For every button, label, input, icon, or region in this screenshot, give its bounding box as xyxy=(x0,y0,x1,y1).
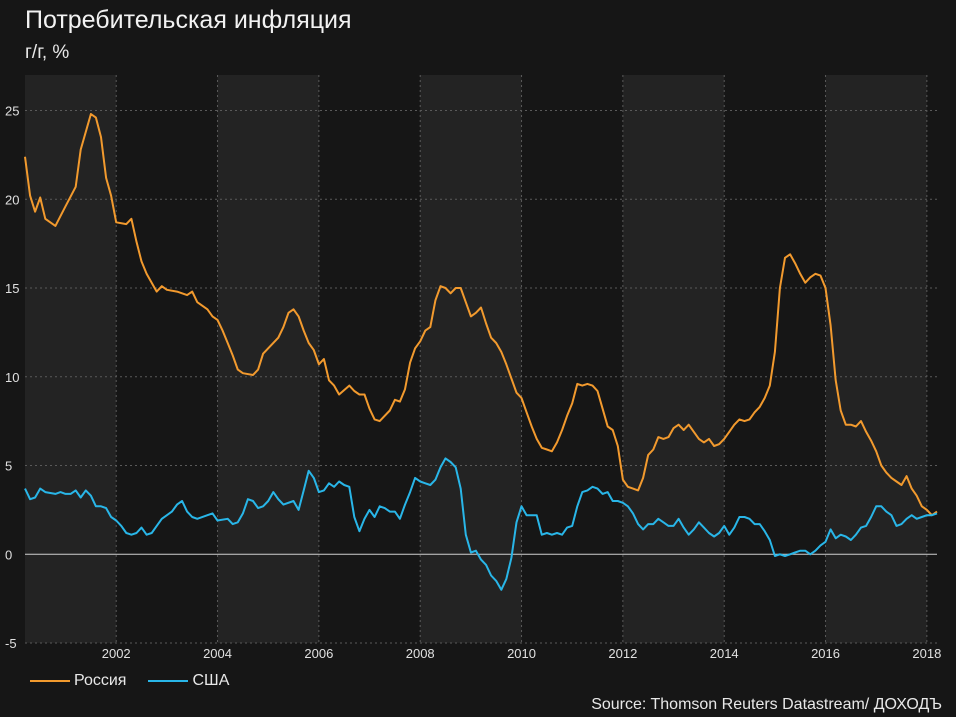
x-tick-label: 2010 xyxy=(507,646,536,661)
y-tick-label: -5 xyxy=(5,636,17,651)
chart-title: Потребительская инфляция xyxy=(25,6,352,34)
series-line-usa xyxy=(24,457,938,591)
y-tick-label: 0 xyxy=(5,547,12,562)
plot-band xyxy=(217,75,319,643)
plot-band xyxy=(825,75,927,643)
legend-item-usa: США xyxy=(148,672,229,690)
x-tick-label: 2006 xyxy=(304,646,333,661)
source-note: Source: Thomson Reuters Datastream/ ДОХО… xyxy=(591,696,942,713)
x-tick-label: 2018 xyxy=(912,646,941,661)
legend-swatch-russia xyxy=(30,680,70,682)
legend-label-usa: США xyxy=(192,672,230,689)
legend-label-russia: Россия xyxy=(74,672,127,689)
x-tick-label: 2002 xyxy=(102,646,131,661)
x-tick-label: 2016 xyxy=(811,646,840,661)
y-tick-label: 15 xyxy=(5,281,19,296)
legend: Россия США xyxy=(30,672,251,690)
plot-band xyxy=(25,75,117,643)
x-tick-label: 2008 xyxy=(406,646,435,661)
x-tick-label: 2004 xyxy=(203,646,232,661)
y-tick-label: 5 xyxy=(5,459,12,474)
plot-band xyxy=(622,75,725,643)
legend-item-russia: Россия xyxy=(30,672,126,690)
y-tick-label: 20 xyxy=(5,192,19,207)
y-tick-label: 25 xyxy=(5,104,19,119)
series-line-russia xyxy=(24,113,938,517)
x-tick-label: 2012 xyxy=(608,646,637,661)
y-tick-label: 10 xyxy=(5,370,19,385)
legend-swatch-usa xyxy=(148,680,189,682)
plot-band xyxy=(420,75,522,643)
chart-subtitle: г/г, % xyxy=(25,42,70,63)
x-tick-label: 2014 xyxy=(710,646,739,661)
